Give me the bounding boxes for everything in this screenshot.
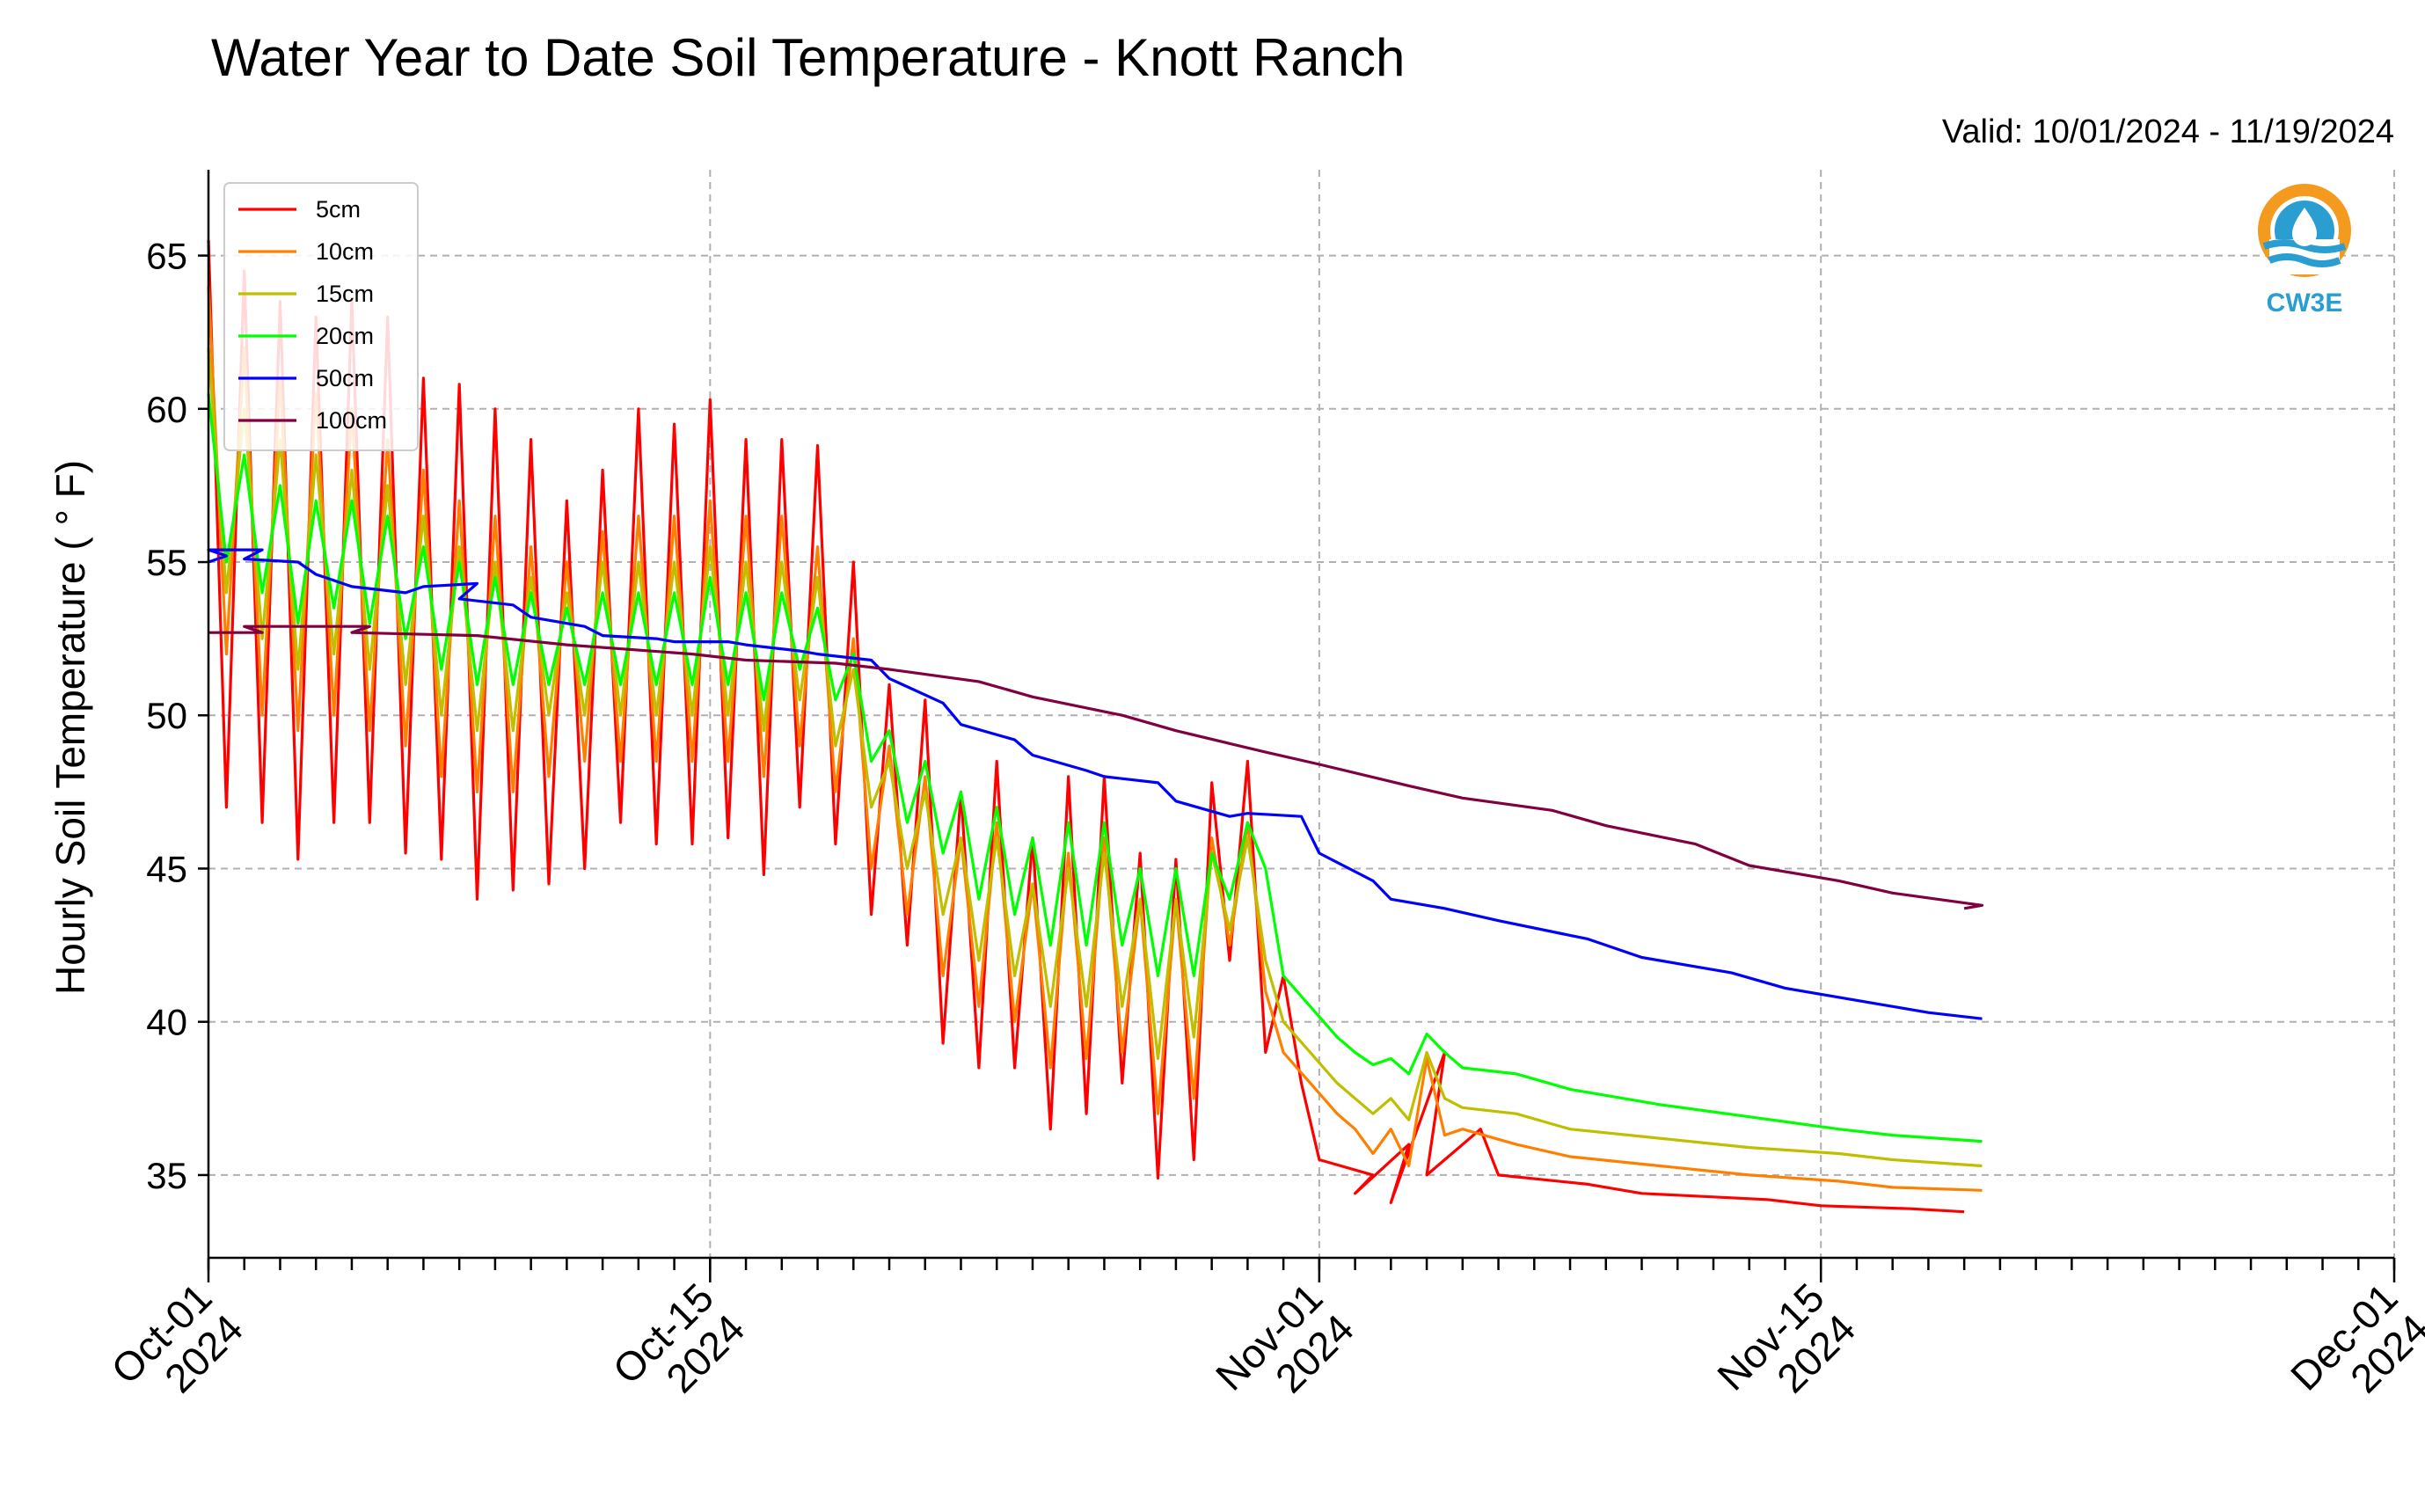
logo-wave-2 xyxy=(2268,253,2341,267)
chart-subtitle: Valid: 10/01/2024 - 11/19/2024 xyxy=(1942,113,2394,150)
logo-drop-icon xyxy=(2292,208,2317,246)
legend-label-20cm: 20cm xyxy=(316,323,374,349)
y-tick-label: 65 xyxy=(146,236,187,277)
y-tick-label: 35 xyxy=(146,1155,187,1196)
y-tick-label: 45 xyxy=(146,848,187,889)
series-line-100cm xyxy=(208,625,1984,910)
legend-label-15cm: 15cm xyxy=(316,281,374,307)
legend-label-50cm: 50cm xyxy=(316,365,374,391)
y-tick-label: 55 xyxy=(146,542,187,583)
series-line-5cm xyxy=(207,240,1965,1214)
chart-title: Water Year to Date Soil Temperature - Kn… xyxy=(211,28,1405,87)
legend-label-100cm: 100cm xyxy=(316,407,387,434)
cw3e-logo: CW3E xyxy=(2258,184,2351,318)
legend-box xyxy=(223,182,419,451)
legend: 5cm 10cm 15cm 20cm 50cm 100cm xyxy=(223,182,419,451)
y-tick-label: 50 xyxy=(146,695,187,736)
y-axis-label: Hourly Soil Temperature ( ° F) xyxy=(47,460,93,995)
legend-label-10cm: 10cm xyxy=(316,238,374,265)
y-tick-label: 60 xyxy=(146,389,187,430)
grid xyxy=(208,170,2395,1258)
series-line-10cm xyxy=(207,286,1983,1192)
y-tick-label: 40 xyxy=(146,1002,187,1043)
series-lines xyxy=(207,240,1984,1214)
logo-text: CW3E xyxy=(2267,289,2343,318)
legend-label-5cm: 5cm xyxy=(316,196,361,223)
series-line-20cm xyxy=(207,393,1983,1143)
